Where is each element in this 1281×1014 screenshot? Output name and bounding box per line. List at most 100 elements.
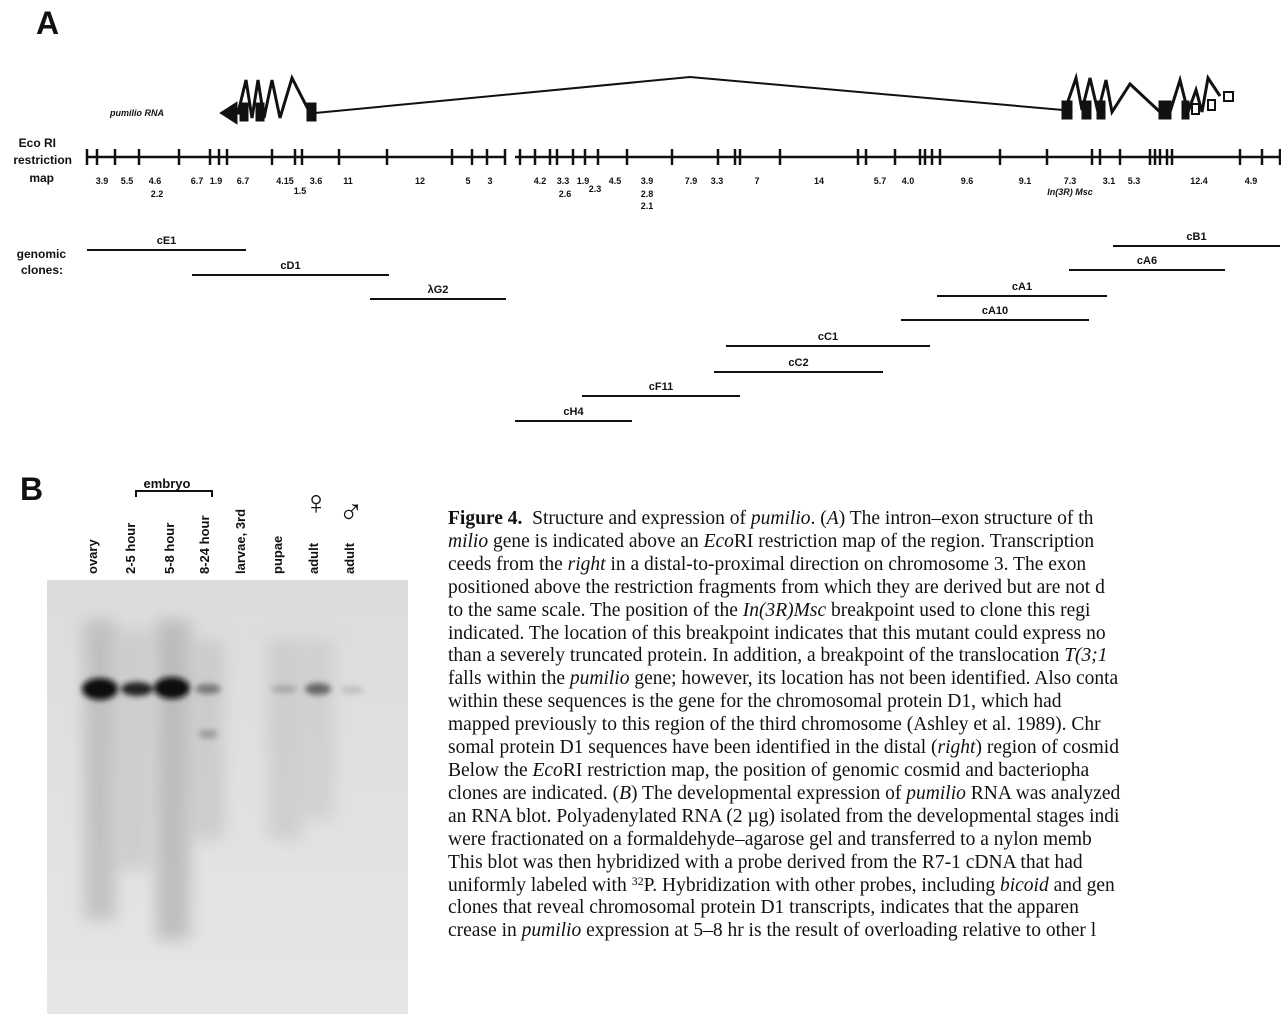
- caption-line: positioned above the restriction fragmen…: [448, 577, 1281, 600]
- caption-text: ) region of cosmid: [975, 737, 1119, 758]
- caption-text: were fractionated on a formaldehyde–agar…: [448, 829, 1092, 850]
- caption-text: RNA was analyzed: [966, 783, 1120, 804]
- caption-text: bicoid: [1000, 875, 1049, 896]
- caption-line: within these sequences is the gene for t…: [448, 691, 1281, 714]
- fragment-size: 3.1: [1103, 176, 1116, 186]
- fragment-size: 3.6: [310, 176, 323, 186]
- caption-text: Eco: [532, 760, 562, 781]
- clone-label: λG2: [428, 284, 449, 296]
- fragment-size: 14: [814, 176, 824, 186]
- caption-line: were fractionated on a formaldehyde–agar…: [448, 829, 1281, 852]
- caption-text: indicated. The location of this breakpoi…: [448, 623, 1106, 644]
- caption-line: falls within the pumilio gene; however, …: [448, 668, 1281, 691]
- caption-text: mapped previously to this region of the …: [448, 714, 1101, 735]
- caption-text: pumilio: [751, 508, 811, 529]
- caption-text: to the same scale. The position of the: [448, 600, 743, 621]
- panel-label: B: [20, 471, 43, 507]
- map-label: restriction: [13, 153, 72, 167]
- caption-text: pumilio: [522, 920, 582, 941]
- caption-text: falls within the: [448, 668, 570, 689]
- lane-label: ovary: [85, 539, 100, 574]
- caption-text: clones that reveal chromosomal protein D…: [448, 897, 1079, 918]
- fragment-size: 4.9: [1245, 176, 1258, 186]
- fragment-size: 4.0: [902, 176, 915, 186]
- lane-label: 8-24 hour: [197, 515, 212, 574]
- caption-text: ) The developmental expression of: [631, 783, 906, 804]
- fragment-size: 12.4: [1190, 176, 1208, 186]
- fragment-size: 9.6: [961, 176, 974, 186]
- caption-line: mapped previously to this region of the …: [448, 714, 1281, 737]
- caption-text: right: [568, 554, 606, 575]
- caption-line: This blot was then hybridized with a pro…: [448, 852, 1281, 875]
- clones-label: genomic: [17, 247, 67, 261]
- fragment-size: 2.1: [641, 201, 654, 211]
- fragment-size: 6.7: [191, 176, 204, 186]
- fragment-size: 5: [465, 176, 470, 186]
- clone-label: cA1: [1012, 281, 1032, 293]
- fragment-size: 4.2: [534, 176, 547, 186]
- caption-text: gene; however, its location has not been…: [629, 668, 1118, 689]
- caption-text: Structure and expression of: [522, 508, 751, 529]
- fragment-size: 4.15: [276, 176, 294, 186]
- caption-text: pumilio: [570, 668, 630, 689]
- caption-text: an RNA blot. Polyadenylated RNA (2 µg) i…: [448, 806, 1119, 827]
- caption-text: crease in: [448, 920, 522, 941]
- caption-line: an RNA blot. Polyadenylated RNA (2 µg) i…: [448, 806, 1281, 829]
- caption-text: within these sequences is the gene for t…: [448, 691, 1062, 712]
- caption-text: ) The intron–exon structure of th: [839, 508, 1094, 529]
- caption-line: clones that reveal chromosomal protein D…: [448, 897, 1281, 920]
- gel-image: [47, 580, 408, 1014]
- rna-label: pumilio RNA: [109, 108, 164, 118]
- caption-text: In(3R)Msc: [743, 600, 826, 621]
- caption-line: indicated. The location of this breakpoi…: [448, 623, 1281, 646]
- caption-line: to the same scale. The position of the I…: [448, 600, 1281, 623]
- caption-text: P. Hybridization with other probes, incl…: [644, 875, 1000, 896]
- fragment-size: 1.9: [577, 176, 590, 186]
- caption-text: RI restriction map, the position of geno…: [563, 760, 1089, 781]
- lane-label: 5-8 hour: [162, 523, 177, 574]
- caption-text: than a severely truncated protein. In ad…: [448, 645, 1064, 666]
- fragment-size: 3.9: [641, 176, 654, 186]
- fragment-size: 7.9: [685, 176, 698, 186]
- fragment-size: 2.3: [589, 184, 602, 194]
- lane-label: adult: [342, 542, 357, 574]
- clone-label: cA6: [1137, 255, 1157, 267]
- fragment-size: 4.6: [149, 176, 162, 186]
- caption-text: somal protein D1 sequences have been ide…: [448, 737, 938, 758]
- clones-label: clones:: [21, 263, 63, 277]
- group-bracket: [136, 491, 212, 497]
- caption-text: breakpoint used to clone this regi: [826, 600, 1090, 621]
- clone-label: cC2: [788, 357, 808, 369]
- fragment-size: 7.3: [1064, 176, 1077, 186]
- lane-label: pupae: [270, 536, 285, 574]
- caption-text: B: [619, 783, 631, 804]
- caption-line: Figure 4. Structure and expression of pu…: [448, 508, 1281, 531]
- fragment-size: 3.3: [557, 176, 570, 186]
- fragment-size: 1.9: [210, 176, 223, 186]
- fragment-size: 5.3: [1128, 176, 1141, 186]
- caption-line: milio gene is indicated above an EcoRI r…: [448, 531, 1281, 554]
- fragment-size: 11: [343, 176, 353, 186]
- lane-label: 2-5 hour: [123, 523, 138, 574]
- female-symbol: ♀: [303, 484, 329, 522]
- fragment-size: 6.7: [237, 176, 250, 186]
- caption-text: uniformly labeled with: [448, 875, 632, 896]
- caption-text: Below the: [448, 760, 532, 781]
- clone-label: cD1: [280, 260, 300, 272]
- gene-structure: [222, 77, 1233, 122]
- caption-text: gene is indicated above an: [488, 531, 704, 552]
- caption-line: clones are indicated. (B) The developmen…: [448, 783, 1281, 806]
- fragment-size: 12: [415, 176, 425, 186]
- fragment-size: In(3R) Msc: [1047, 187, 1093, 197]
- male-symbol: ♂: [338, 492, 364, 530]
- fragment-size: 9.1: [1019, 176, 1032, 186]
- lane-label: adult: [306, 542, 321, 574]
- clone-label: cH4: [563, 406, 584, 418]
- fragment-size: 3.3: [711, 176, 724, 186]
- fragment-size: 7: [754, 176, 759, 186]
- caption-line: than a severely truncated protein. In ad…: [448, 645, 1281, 668]
- lane-label: larvae, 3rd: [233, 509, 248, 574]
- caption-text: T(3;1: [1064, 645, 1107, 666]
- page: {"panel_a":{"label":"A","rna_label":"pum…: [0, 0, 1281, 1014]
- clone-label: cB1: [1186, 231, 1206, 243]
